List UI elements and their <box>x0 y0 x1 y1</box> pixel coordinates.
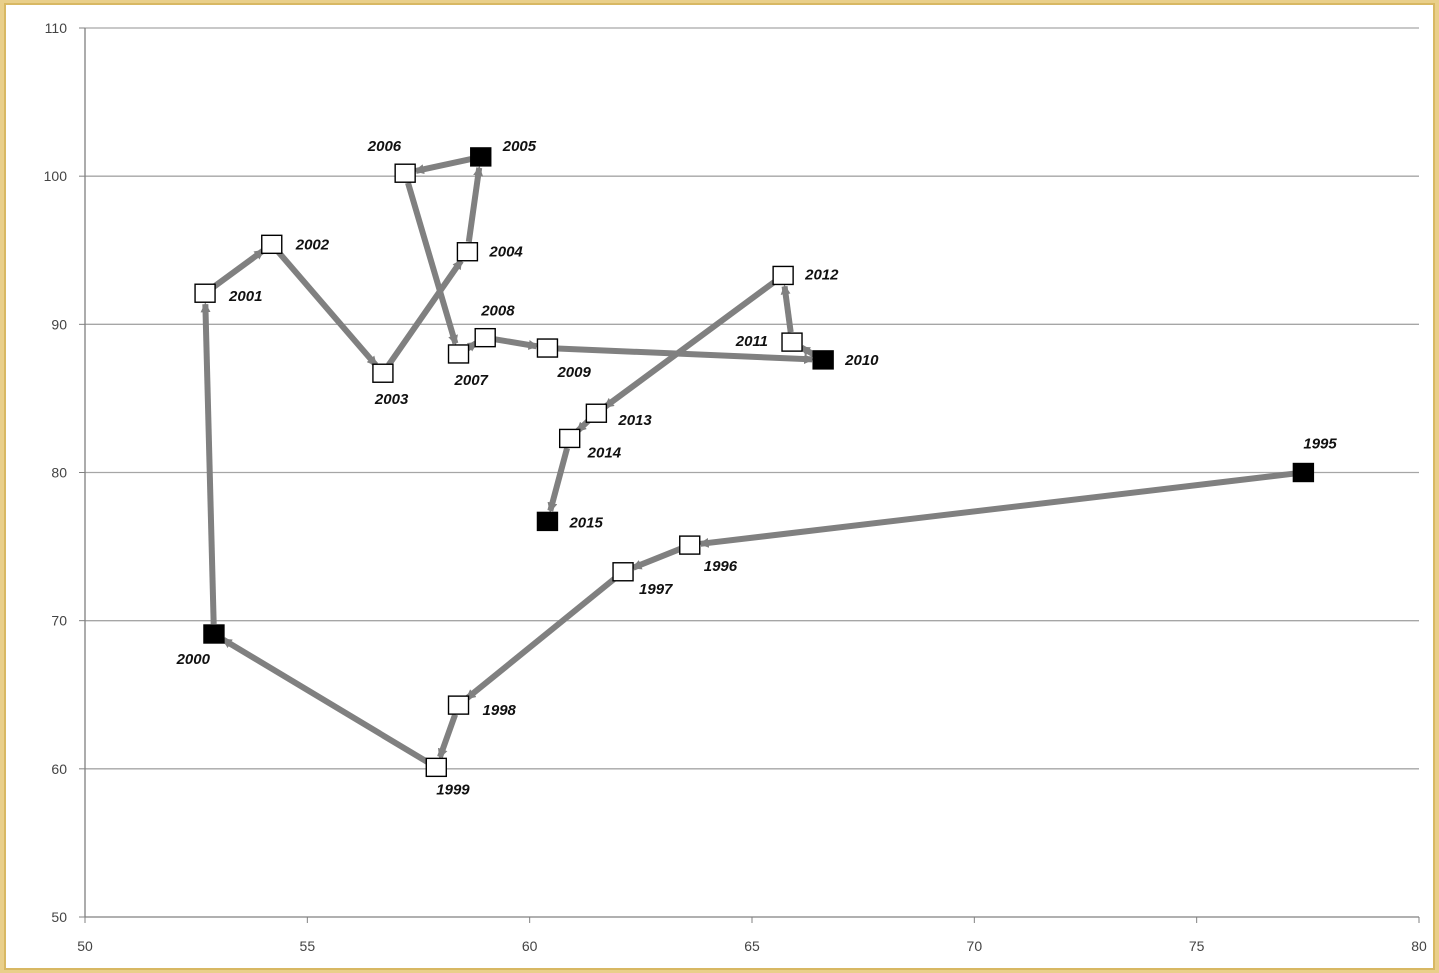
arrow-2006-to-2007 <box>405 181 459 346</box>
y-tick-label: 80 <box>51 465 67 481</box>
axes: 50 60 70 80 90 100 110 50 55 60 65 70 75 80 <box>44 20 1427 954</box>
data-labels: 1995 1996 1997 1998 1999 2000 2001 2002 2003 2004… <box>176 138 1338 798</box>
marker-2007 <box>447 344 470 364</box>
label-2009: 2009 <box>556 364 591 381</box>
label-1999: 1999 <box>436 781 470 798</box>
label-2015: 2015 <box>568 514 603 531</box>
marker-1996 <box>679 535 701 555</box>
x-tick-label: 55 <box>300 938 316 954</box>
marker-2012 <box>772 265 794 286</box>
label-2010: 2010 <box>844 352 879 369</box>
arrow-1997-to-1998 <box>465 575 618 701</box>
arrow-2008-to-2009 <box>494 336 539 350</box>
marker-2009 <box>536 338 559 358</box>
y-tick-label: 50 <box>51 909 67 925</box>
arrow-1999-to-2000 <box>221 637 430 765</box>
marker-2015 <box>536 511 559 532</box>
y-tick-label: 90 <box>51 316 67 332</box>
arrow-2011-to-2012 <box>780 284 794 333</box>
marker-1995 <box>1292 462 1315 483</box>
marker-2011 <box>781 332 803 352</box>
arrow-2001-to-2002 <box>211 248 265 290</box>
marker-1998 <box>447 695 470 715</box>
label-1995: 1995 <box>1303 436 1337 453</box>
label-2004: 2004 <box>488 244 523 261</box>
label-1998: 1998 <box>483 702 517 719</box>
label-2002: 2002 <box>295 236 330 253</box>
marker-2008 <box>474 327 496 348</box>
marker-2010 <box>812 350 834 370</box>
marker-2003 <box>372 363 394 383</box>
arrow-2014-to-2015 <box>547 447 570 513</box>
marker-2006 <box>394 163 416 183</box>
arrow-1996-to-1997 <box>631 546 682 571</box>
marker-2002 <box>261 234 283 255</box>
marker-2001 <box>194 283 216 303</box>
label-2011: 2011 <box>735 333 768 350</box>
x-tick-label: 75 <box>1189 938 1205 954</box>
marker-2004 <box>456 242 479 262</box>
marker-1999 <box>425 757 447 778</box>
arrow-2005-to-2006 <box>413 156 472 175</box>
label-2005: 2005 <box>502 138 537 155</box>
arrow-2012-to-2013 <box>603 278 777 410</box>
y-tick-label: 60 <box>51 761 67 777</box>
label-2007: 2007 <box>454 372 489 389</box>
data-markers <box>194 147 1315 778</box>
gridlines <box>85 27 1419 770</box>
label-2000: 2000 <box>176 651 211 668</box>
arrow-2000-to-2001 <box>200 302 217 625</box>
label-2003: 2003 <box>374 391 409 408</box>
x-tick-label: 60 <box>522 938 538 954</box>
x-tick-label: 50 <box>77 938 93 954</box>
arrow-2009-to-2010 <box>557 345 815 365</box>
marker-1997 <box>612 562 634 582</box>
label-2014: 2014 <box>587 444 622 461</box>
x-tick-label: 70 <box>967 938 983 954</box>
marker-2000 <box>203 624 225 644</box>
label-2006: 2006 <box>367 138 402 155</box>
label-2001: 2001 <box>228 288 262 305</box>
x-tick-label: 65 <box>744 938 760 954</box>
label-1997: 1997 <box>639 581 673 598</box>
arrow-2010-to-2011 <box>799 344 816 358</box>
marker-2005 <box>470 147 492 167</box>
y-tick-label: 110 <box>45 20 68 36</box>
arrow-2004-to-2005 <box>465 165 484 243</box>
marker-2013 <box>585 403 608 423</box>
arrow-1998-to-1999 <box>437 713 458 759</box>
arrow-2003-to-2004 <box>386 259 464 367</box>
label-2012: 2012 <box>804 266 839 283</box>
marker-2014 <box>558 428 581 449</box>
trajectory-arrows <box>200 156 1294 765</box>
arrow-1995-to-1996 <box>698 470 1294 548</box>
arrow-2002-to-2003 <box>276 249 379 367</box>
label-1996: 1996 <box>704 558 738 575</box>
label-2008: 2008 <box>480 303 515 320</box>
x-tick-label: 80 <box>1411 938 1427 954</box>
label-2013: 2013 <box>617 412 652 429</box>
y-tick-label: 70 <box>51 613 67 629</box>
y-tick-label: 100 <box>44 168 68 184</box>
